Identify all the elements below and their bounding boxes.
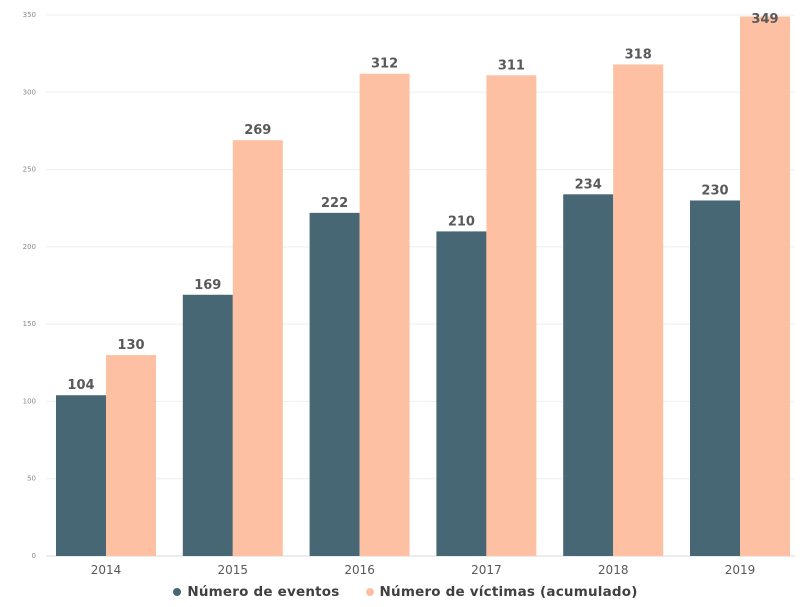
data-label: 269 — [244, 123, 271, 138]
data-label: 311 — [498, 58, 525, 73]
x-tick-label: 2016 — [344, 563, 375, 577]
legend-label-series-1: Número de víctimas (acumulado) — [379, 584, 638, 600]
data-label: 349 — [751, 12, 778, 27]
y-tick-label: 150 — [23, 320, 36, 328]
bar-2015-series-0 — [182, 294, 233, 556]
bar-2019-series-0 — [690, 200, 740, 556]
data-label: 210 — [448, 214, 475, 229]
y-tick-label: 200 — [23, 243, 36, 251]
bar-2014-series-1 — [106, 355, 156, 556]
x-tick-label: 2014 — [91, 563, 122, 577]
y-tick-label: 50 — [27, 475, 36, 483]
data-label: 230 — [701, 183, 728, 198]
bar-2019-series-1 — [740, 16, 790, 556]
bars — [56, 16, 790, 556]
y-tick-label: 350 — [23, 11, 36, 19]
bar-2018-series-0 — [563, 194, 614, 556]
bar-2015-series-1 — [232, 140, 283, 556]
y-axis-ticks: 0 50 100 150 200 250 300 350 — [23, 11, 36, 560]
y-tick-label: 300 — [23, 88, 36, 96]
data-label: 318 — [625, 47, 652, 62]
gridlines — [46, 14, 795, 557]
legend: Número de eventos Número de víctimas (ac… — [0, 581, 811, 603]
bar-2014-series-0 — [56, 395, 106, 556]
data-label: 130 — [117, 338, 144, 353]
data-label: 222 — [321, 196, 348, 211]
y-tick-label: 0 — [32, 552, 36, 560]
x-tick-label: 2015 — [218, 563, 249, 577]
bar-2016-series-1 — [359, 73, 410, 556]
x-tick-label: 2019 — [725, 563, 756, 577]
legend-marker-series-0 — [173, 588, 182, 596]
data-label: 234 — [575, 177, 602, 192]
bar-2016-series-0 — [309, 212, 360, 556]
bar-2018-series-1 — [613, 64, 664, 556]
y-tick-label: 250 — [23, 166, 36, 174]
legend-item-series-1: Número de víctimas (acumulado) — [365, 584, 638, 600]
data-label: 169 — [194, 278, 221, 293]
y-tick-label: 100 — [23, 397, 36, 405]
legend-item-series-0: Número de eventos — [173, 584, 339, 600]
bar-2017-series-1 — [486, 75, 537, 556]
x-axis-ticks: 2014 2015 2016 2017 2018 2019 — [91, 563, 756, 577]
bar-2017-series-0 — [436, 231, 487, 556]
data-labels: 104 130 169 269 222 312 210 311 234 318 230 349 — [67, 12, 778, 393]
legend-marker-series-1 — [365, 588, 374, 596]
legend-label-series-0: Número de eventos — [187, 584, 340, 600]
x-tick-label: 2018 — [598, 563, 629, 577]
data-label: 312 — [371, 57, 398, 72]
x-tick-label: 2017 — [471, 563, 502, 577]
data-label: 104 — [67, 378, 94, 393]
